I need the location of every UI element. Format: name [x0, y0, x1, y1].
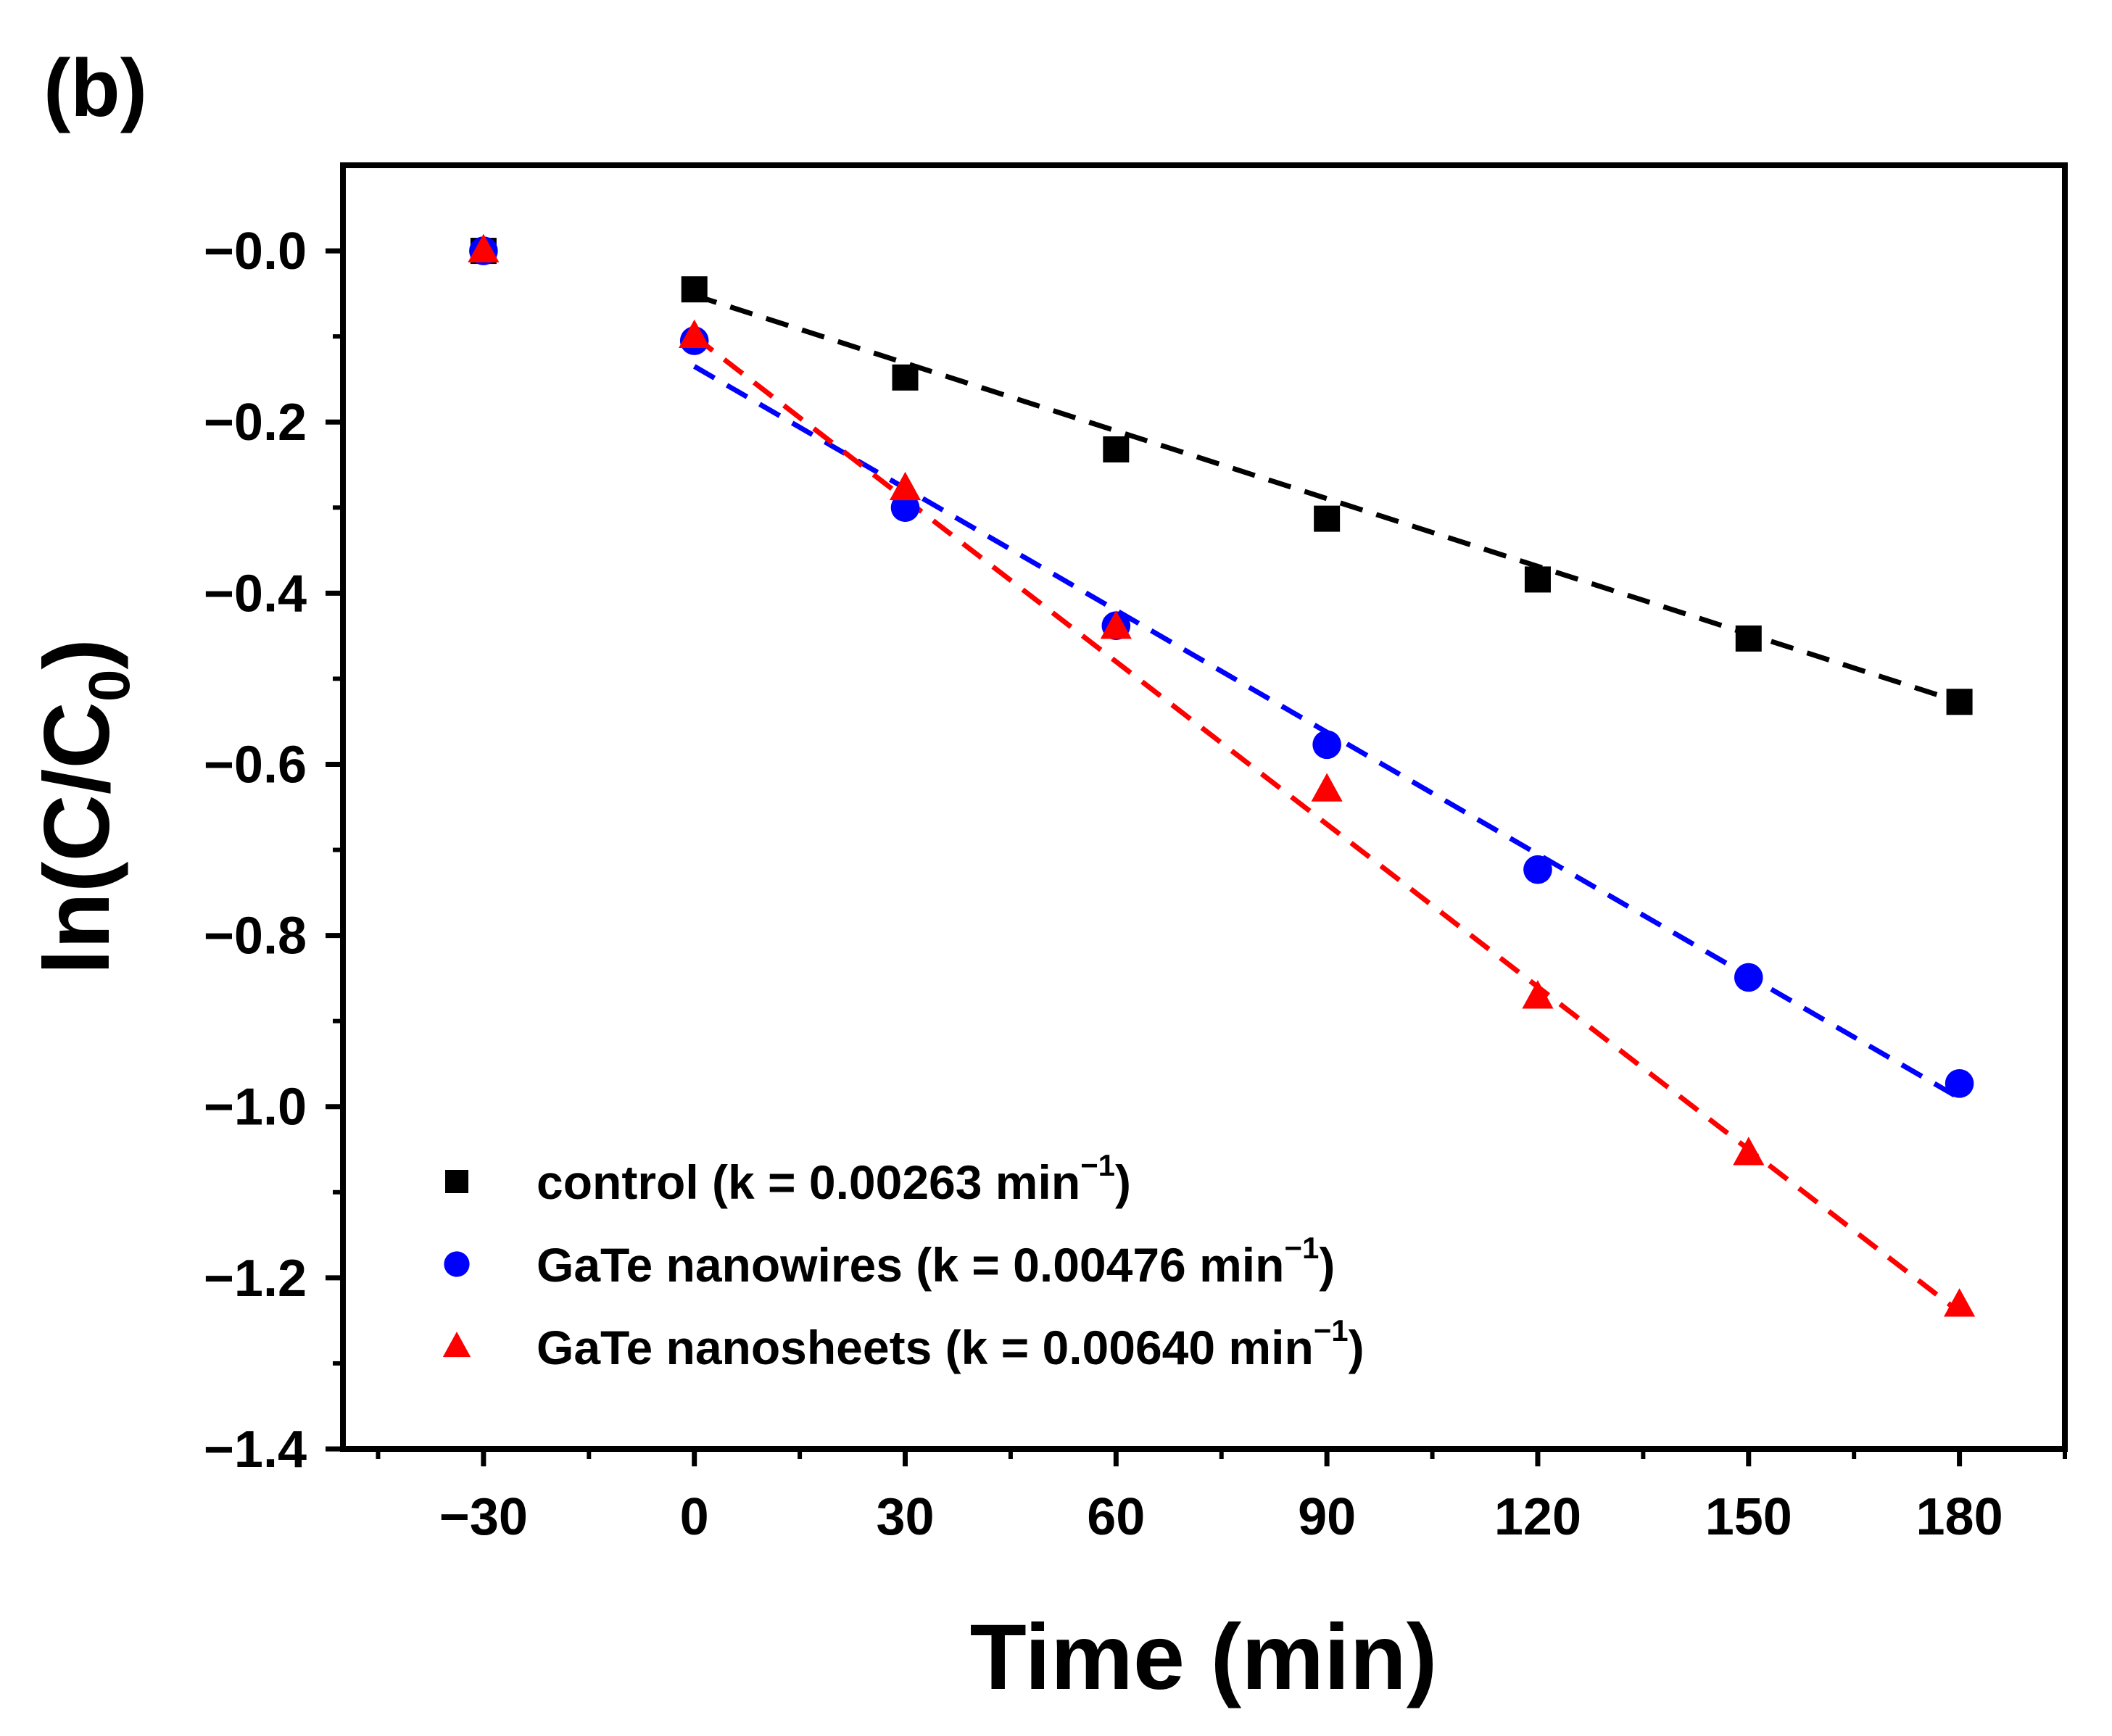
data-point: [1311, 773, 1343, 802]
y-axis-title-main: ln(C/C: [25, 702, 129, 975]
data-point: [681, 276, 708, 303]
legend-marker: [442, 1332, 471, 1358]
data-point: [890, 493, 920, 523]
data-point: [1734, 963, 1763, 992]
data-point: [1103, 436, 1130, 462]
data-point: [1945, 1069, 1974, 1098]
x-tick-label: 0: [680, 1488, 709, 1546]
x-tick-label: 180: [1916, 1488, 2003, 1546]
legend-label-text: control (k = 0.00263 min: [537, 1155, 1080, 1209]
y-axis-title-close: ): [25, 639, 129, 670]
data-point: [1946, 689, 1973, 715]
legend-label: GaTe nanosheets (k = 0.00640 min−1): [537, 1313, 1364, 1374]
y-tick-label: −1.4: [204, 1421, 307, 1479]
data-point: [1943, 1288, 1976, 1317]
legend-label: control (k = 0.00263 min−1): [537, 1148, 1131, 1209]
legend-marker: [444, 1251, 470, 1277]
legend-label-text: GaTe nanowires (k = 0.00476 min: [537, 1238, 1284, 1292]
data-markers: [468, 233, 1976, 1317]
data-point: [468, 233, 500, 262]
y-axis-title: ln(C/C0): [25, 639, 141, 975]
x-axis: −30 0 30 60 90 120 150 180: [376, 1449, 2067, 1546]
y-tick-label: −1.0: [204, 1079, 307, 1137]
y-axis-title-subscript: 0: [77, 670, 141, 702]
data-point: [1523, 855, 1552, 884]
panel-label: (b): [44, 43, 147, 133]
fit-line: [693, 293, 1960, 705]
y-tick-label: −0.0: [204, 223, 307, 281]
legend-label-superscript: −1: [1284, 1231, 1319, 1265]
data-point: [1735, 625, 1762, 652]
y-tick-label: −1.2: [204, 1250, 307, 1308]
y-tick-label: −0.2: [204, 394, 307, 452]
data-point: [1312, 730, 1341, 760]
data-point: [1733, 1137, 1765, 1166]
legend-label-text: GaTe nanosheets (k = 0.00640 min: [537, 1321, 1314, 1374]
y-tick-label: −0.4: [204, 565, 307, 623]
x-axis-title: Time (min): [970, 1606, 1438, 1709]
x-tick-label: 90: [1298, 1488, 1356, 1546]
x-tick-label: 30: [876, 1488, 934, 1546]
data-point: [1522, 980, 1554, 1009]
legend-marker: [445, 1170, 468, 1193]
data-point: [1100, 610, 1132, 639]
y-tick-label: −0.8: [204, 908, 307, 965]
legend-label-close: ): [1115, 1155, 1131, 1209]
legend-label-close: ): [1319, 1238, 1335, 1292]
x-tick-label: −30: [439, 1488, 528, 1546]
data-point: [889, 471, 922, 501]
x-tick-label: 60: [1087, 1488, 1145, 1546]
plot-frame: [340, 162, 2068, 1452]
legend-label-close: ): [1349, 1321, 1364, 1374]
data-point: [679, 319, 711, 349]
data-point: [892, 364, 919, 391]
y-axis: −0.0 −0.2 −0.4 −0.6 −0.8 −1.0 −1.2 −1.4: [204, 223, 343, 1479]
legend: control (k = 0.00263 min−1)GaTe nanowire…: [442, 1148, 1364, 1374]
legend-label-superscript: −1: [1314, 1313, 1349, 1347]
data-point: [1524, 566, 1551, 593]
x-tick-label: 120: [1494, 1488, 1581, 1546]
data-point: [1314, 505, 1341, 532]
legend-label: GaTe nanowires (k = 0.00476 min−1): [537, 1231, 1335, 1292]
y-tick-label: −0.6: [204, 736, 307, 794]
x-tick-label: 150: [1705, 1488, 1792, 1546]
legend-label-superscript: −1: [1080, 1148, 1115, 1182]
